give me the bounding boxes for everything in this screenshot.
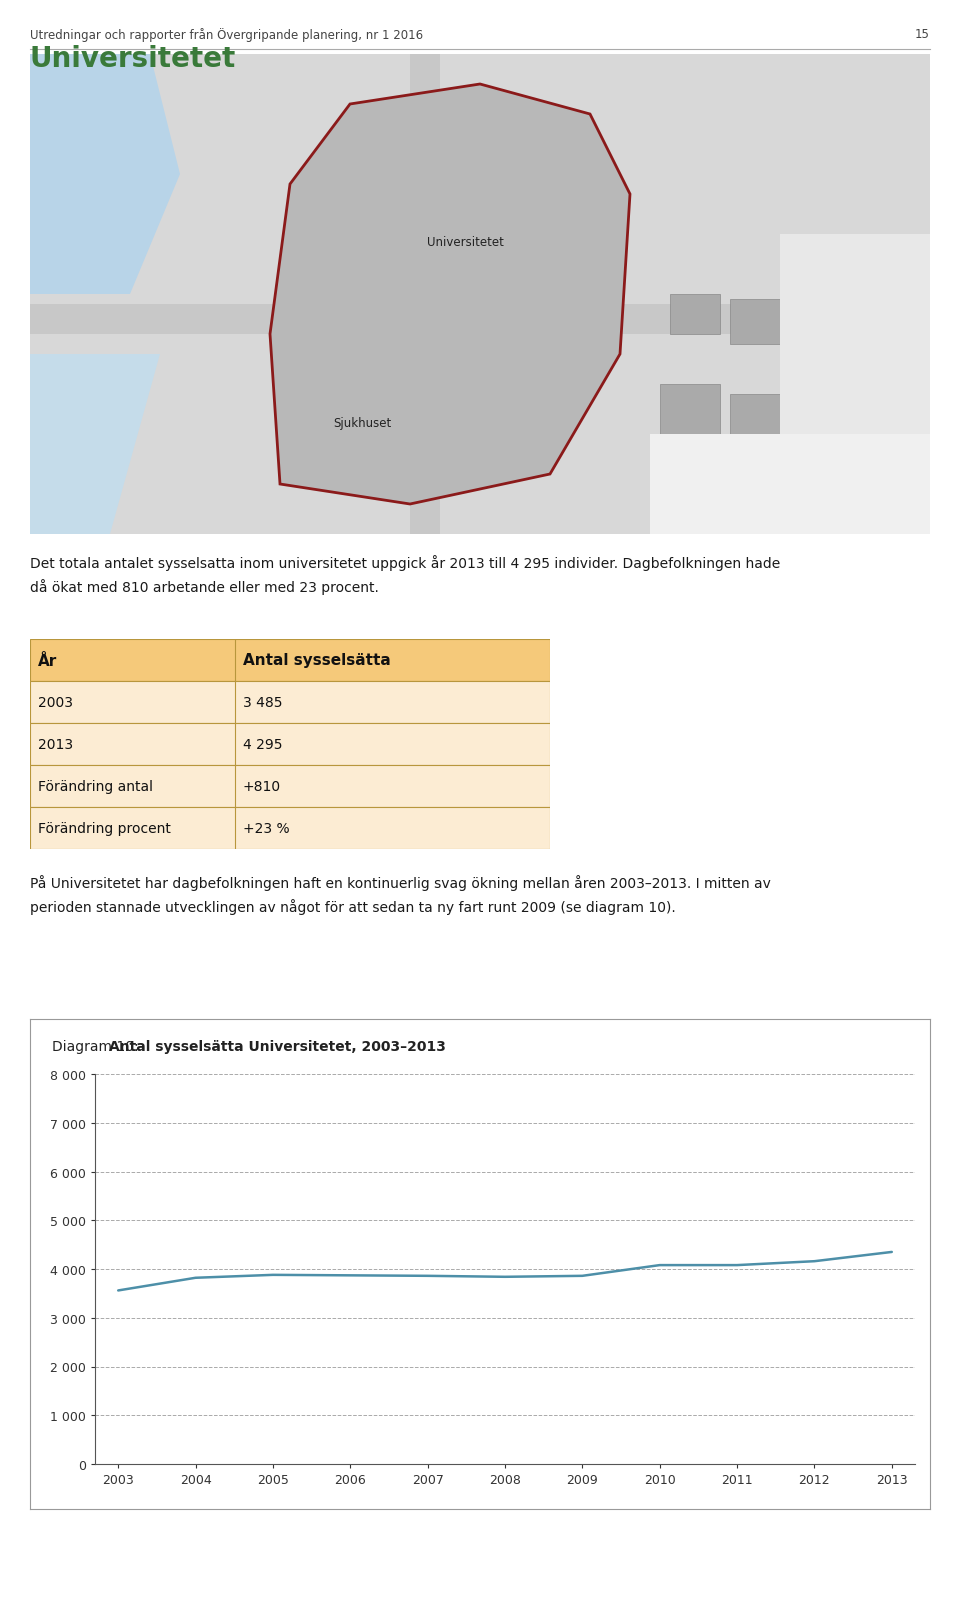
Text: På Universitetet har dagbefolkningen haft en kontinuerlig svag ökning mellan åre: På Universitetet har dagbefolkningen haf… [30,874,771,914]
Bar [780,235,930,435]
Bar [350,310,390,339]
Bar [300,350,350,384]
Text: År: År [38,652,58,669]
Polygon shape [30,55,180,294]
Text: Universitetet: Universitetet [30,45,236,72]
Polygon shape [270,85,630,505]
Text: Antal sysselsätta: Antal sysselsätta [243,652,391,669]
Bar [660,384,720,435]
Text: Universitetet: Universitetet [426,236,503,249]
Text: Antal sysselsätta Universitetet, 2003–2013: Antal sysselsätta Universitetet, 2003–20… [109,1040,446,1053]
Bar [790,384,830,435]
Bar [355,350,395,384]
Bar [30,640,550,681]
Bar [650,435,930,535]
Bar [285,294,440,395]
Text: Det totala antalet sysselsatta inom universitetet uppgick år 2013 till 4 295 ind: Det totala antalet sysselsatta inom univ… [30,554,780,595]
Text: Diagram 10:: Diagram 10: [53,1040,143,1053]
Text: +810: +810 [243,779,281,794]
Text: Utredningar och rapporter från Övergripande planering, nr 1 2016: Utredningar och rapporter från Övergripa… [30,27,423,42]
Text: 15: 15 [915,29,930,42]
Text: 2003: 2003 [38,696,73,710]
Bar [730,301,790,346]
Bar [730,395,780,455]
Text: 2013: 2013 [38,738,73,752]
Text: 3 485: 3 485 [243,696,282,710]
Bar [670,294,720,334]
Bar [30,681,550,723]
Text: Förändring procent: Förändring procent [38,821,171,836]
Bar [30,723,550,765]
Bar [30,807,550,850]
Bar [300,310,345,339]
Text: 4 295: 4 295 [243,738,282,752]
Bar [400,231,530,256]
Text: +23 %: +23 % [243,821,290,836]
Bar [30,765,550,807]
Text: Sjukhuset: Sjukhuset [333,416,391,429]
Polygon shape [30,355,160,535]
Text: Förändring antal: Förändring antal [38,779,153,794]
Bar [410,55,440,535]
Bar [30,305,930,334]
